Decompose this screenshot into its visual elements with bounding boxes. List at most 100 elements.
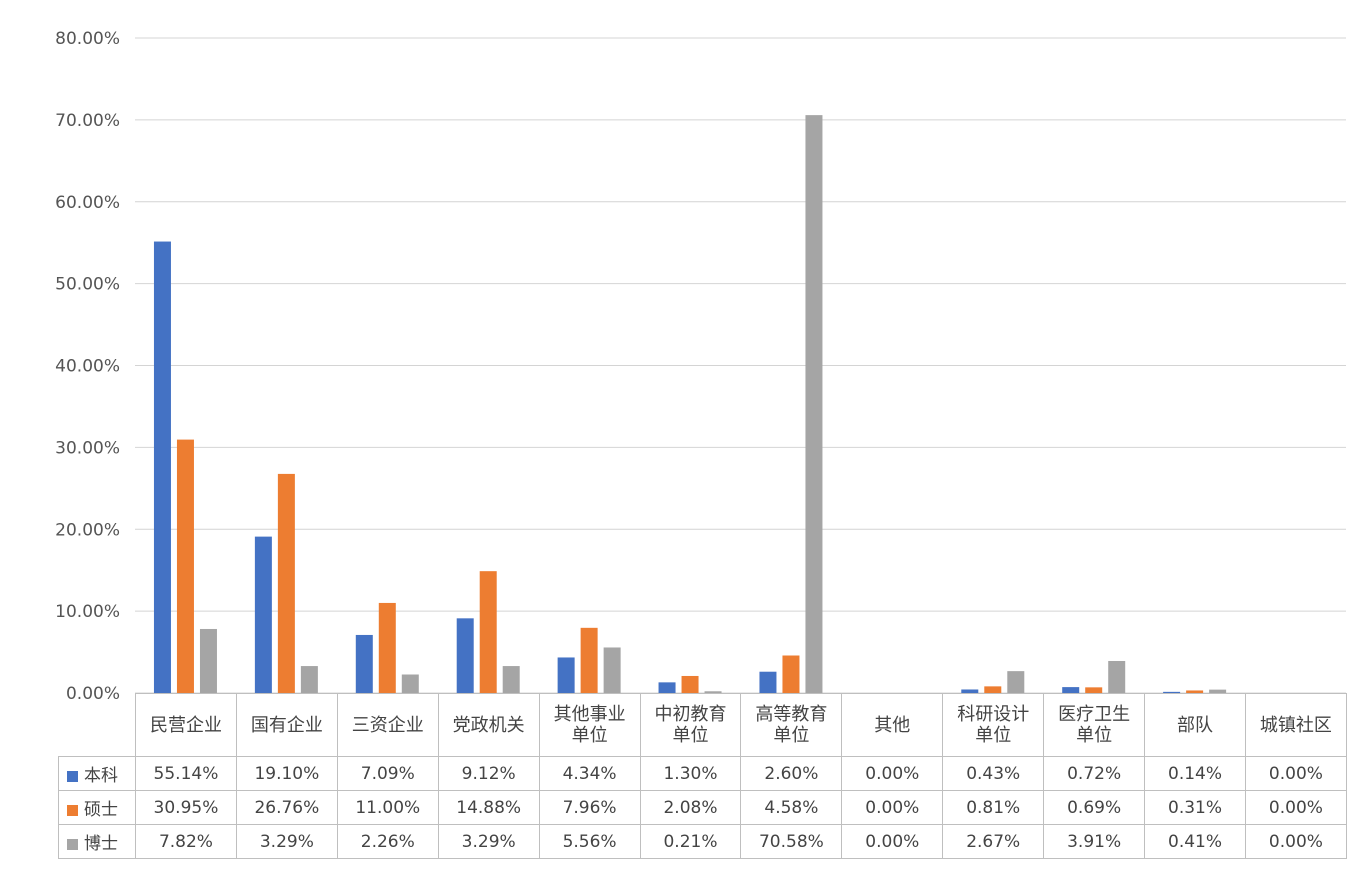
data-label: 4.58% [740,790,843,825]
bar [759,671,777,693]
data-label: 19.10% [235,756,338,791]
bar [603,647,621,693]
data-label: 0.81% [942,790,1045,825]
data-label: 0.14% [1144,756,1246,791]
category-label: 国有企业 [235,693,338,757]
category-label: 医疗卫生单位 [1043,693,1146,757]
bar [984,686,1002,693]
category-label: 其他事业单位 [538,693,641,757]
bar [1163,691,1181,693]
data-label: 55.14% [135,756,237,791]
bar [277,473,295,693]
data-label: 2.26% [336,824,439,859]
y-tick-label: 80.00% [55,29,120,49]
data-label: 0.21% [639,824,742,859]
table-row: 硕士 30.95% 26.76% 11.00% 14.88% 7.96% 2.08% 4.58… [58,790,1347,825]
data-label: 3.91% [1043,824,1146,859]
data-label: 3.29% [437,824,540,859]
bar [355,634,373,693]
y-tick-label: 60.00% [55,193,120,213]
y-tick-label: 40.00% [55,357,120,377]
data-label: 11.00% [336,790,439,825]
data-label: 0.00% [841,824,944,859]
data-label: 0.00% [841,756,944,791]
bar [961,689,979,693]
data-table: 民营企业 国有企业 三资企业 党政机关 其他事业单位 中初教育单位 高等教育单位 其他 科研设计… [58,693,1347,859]
data-label: 0.72% [1043,756,1146,791]
data-label: 0.00% [1244,756,1347,791]
bar [502,666,520,693]
data-label: 70.58% [740,824,843,859]
data-label: 7.82% [135,824,237,859]
bar [1108,660,1126,693]
data-label: 7.09% [336,756,439,791]
bar [1007,671,1025,693]
bar [1209,689,1227,693]
y-tick-label: 20.00% [55,520,120,540]
data-label: 0.43% [942,756,1045,791]
bar [401,674,419,693]
data-label: 2.67% [942,824,1045,859]
data-label: 26.76% [235,790,338,825]
data-label: 0.00% [841,790,944,825]
bar [479,571,497,693]
category-label: 三资企业 [336,693,439,757]
legend-swatch [67,839,78,850]
category-label: 中初教育单位 [639,693,742,757]
data-label: 0.00% [1244,790,1347,825]
bar [704,691,722,693]
data-label: 5.56% [538,824,641,859]
table-row: 博士 7.82% 3.29% 2.26% 3.29% 5.56% 0.21% 70.58% 0.… [58,824,1347,859]
bar [557,657,575,693]
bar [782,655,800,693]
y-tick-label: 50.00% [55,275,120,295]
series-name: 博士 [84,834,118,854]
bar [1186,690,1204,693]
series-legend: 博士 [58,824,136,859]
series-name: 本科 [84,766,118,786]
data-label: 4.34% [538,756,641,791]
bar [300,666,318,693]
data-label: 2.60% [740,756,843,791]
bar [153,241,171,693]
data-label: 14.88% [437,790,540,825]
bar [1085,687,1103,693]
data-label: 9.12% [437,756,540,791]
bar [254,536,272,693]
series-legend: 本科 [58,756,136,791]
series-name: 硕士 [84,800,118,820]
category-label: 城镇社区 [1244,693,1347,757]
data-label: 30.95% [135,790,237,825]
data-label: 7.96% [538,790,641,825]
bar [378,602,396,693]
bar [580,627,598,693]
table-corner [58,693,136,757]
data-label: 0.31% [1144,790,1246,825]
category-label: 科研设计单位 [942,693,1045,757]
bar [176,439,194,693]
bar [658,682,676,693]
category-label: 高等教育单位 [740,693,843,757]
category-label: 其他 [841,693,944,757]
table-row: 本科 55.14% 19.10% 7.09% 9.12% 4.34% 1.30% 2.60% 0… [58,756,1347,791]
legend-swatch [67,771,78,782]
data-label: 0.69% [1043,790,1146,825]
y-tick-label: 10.00% [55,602,120,622]
bar [456,618,474,693]
data-label: 1.30% [639,756,742,791]
category-label: 部队 [1144,693,1246,757]
data-label: 0.41% [1144,824,1246,859]
y-tick-label: 70.00% [55,111,120,131]
bar [199,628,217,693]
y-tick-label: 30.00% [55,438,120,458]
bar [681,675,699,693]
bar [1062,687,1080,693]
category-label: 民营企业 [135,693,237,757]
data-label: 3.29% [235,824,338,859]
data-label: 2.08% [639,790,742,825]
legend-swatch [67,805,78,816]
series-legend: 硕士 [58,790,136,825]
bar [805,115,823,694]
category-label: 党政机关 [437,693,540,757]
